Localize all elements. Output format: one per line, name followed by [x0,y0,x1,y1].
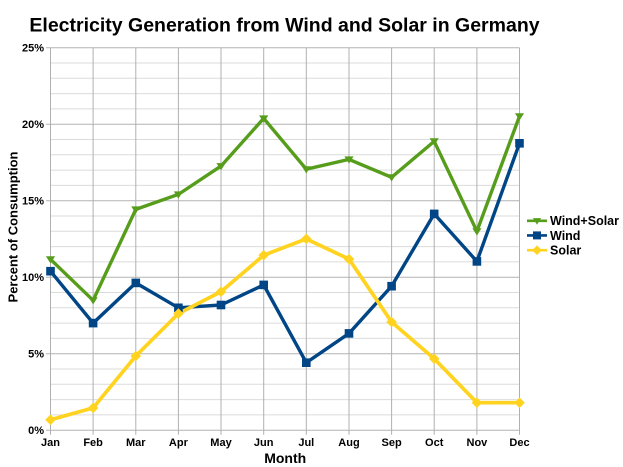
svg-text:Jul: Jul [298,437,314,449]
svg-text:Wind: Wind [550,229,580,243]
svg-text:20%: 20% [22,119,44,131]
svg-text:Nov: Nov [467,437,489,449]
svg-text:5%: 5% [28,349,44,361]
svg-text:Electricity Generation from Wi: Electricity Generation from Wind and Sol… [29,14,539,36]
svg-text:25%: 25% [22,43,44,55]
svg-text:May: May [210,437,232,449]
svg-text:Wind+Solar: Wind+Solar [550,214,619,228]
svg-text:Mar: Mar [126,437,146,449]
svg-text:Percent of Consumption: Percent of Consumption [6,151,21,302]
svg-text:0%: 0% [28,425,44,437]
svg-text:Apr: Apr [169,437,189,449]
svg-text:Sep: Sep [382,437,402,449]
svg-text:Jun: Jun [254,437,274,449]
svg-text:Dec: Dec [509,437,529,449]
svg-text:Solar: Solar [550,244,581,258]
svg-text:Jan: Jan [41,437,60,449]
svg-text:15%: 15% [22,196,44,208]
svg-text:10%: 10% [22,272,44,284]
svg-text:Month: Month [264,450,306,466]
svg-text:Aug: Aug [338,437,359,449]
svg-text:Oct: Oct [425,437,444,449]
svg-text:Feb: Feb [83,437,103,449]
